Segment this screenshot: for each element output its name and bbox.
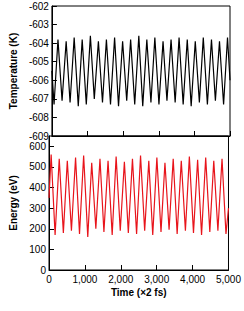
- svg-text:-608: -608: [29, 112, 49, 123]
- svg-text:-602: -602: [29, 1, 49, 12]
- svg-text:-603: -603: [29, 19, 49, 30]
- svg-text:-607: -607: [29, 93, 49, 104]
- svg-text:Energy (eV): Energy (eV): [8, 175, 19, 231]
- svg-text:Time (×2 fs): Time (×2 fs): [111, 287, 167, 298]
- svg-text:0: 0: [40, 264, 46, 276]
- svg-text:1,000: 1,000: [72, 274, 97, 285]
- svg-text:300: 300: [29, 203, 46, 214]
- svg-text:2,000: 2,000: [108, 274, 133, 285]
- svg-text:600: 600: [29, 141, 46, 152]
- svg-text:500: 500: [29, 161, 46, 172]
- svg-text:400: 400: [29, 182, 46, 193]
- svg-text:4,000: 4,000: [180, 274, 205, 285]
- svg-text:-604: -604: [29, 38, 49, 49]
- svg-text:3,000: 3,000: [144, 274, 169, 285]
- svg-text:0: 0: [46, 274, 52, 285]
- svg-text:-606: -606: [29, 75, 49, 86]
- svg-text:100: 100: [29, 244, 46, 255]
- svg-text:-605: -605: [29, 56, 49, 67]
- svg-text:-609: -609: [28, 130, 49, 142]
- svg-text:200: 200: [29, 223, 46, 234]
- svg-text:Temperature (K): Temperature (K): [8, 33, 19, 110]
- svg-text:5,000: 5,000: [216, 274, 241, 285]
